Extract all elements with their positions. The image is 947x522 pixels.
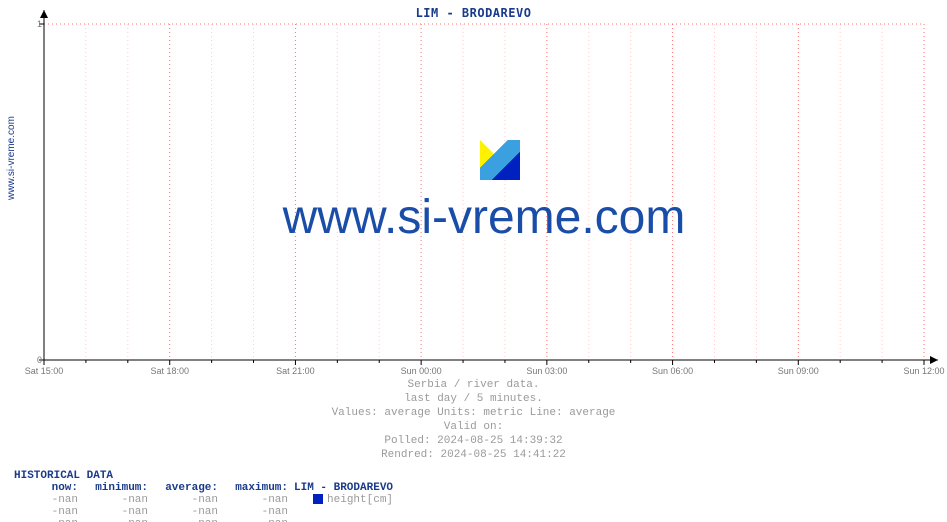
hist-col-header: minimum:: [84, 482, 154, 494]
meta-line: Polled: 2024-08-25 14:39:32: [0, 434, 947, 448]
chart-title: LIM - BRODAREVO: [0, 6, 947, 20]
historical-table: now:minimum:average:maximum: LIM - BRODA…: [14, 482, 399, 522]
hist-series-cell: [294, 518, 399, 522]
y-tick-label: 0: [37, 355, 42, 365]
meta-line: Rendred: 2024-08-25 14:41:22: [0, 448, 947, 462]
hist-col-header: maximum:: [224, 482, 294, 494]
hist-cell: -nan: [14, 518, 84, 522]
x-tick-label: Sun 09:00: [778, 366, 819, 376]
chart-plot: [44, 24, 944, 380]
x-tick-label: Sat 18:00: [150, 366, 189, 376]
hist-cell: -nan: [154, 494, 224, 506]
meta-line: Serbia / river data.: [0, 378, 947, 392]
y-tick-label: 1: [37, 19, 42, 29]
source-label: www.si-vreme.com: [6, 116, 17, 200]
watermark-logo: [480, 140, 520, 180]
series-marker-icon: [313, 494, 323, 504]
hist-cell: -nan: [14, 494, 84, 506]
x-tick-label: Sun 12:00: [903, 366, 944, 376]
hist-series-cell: height[cm]: [294, 494, 399, 506]
hist-cell: -nan: [224, 494, 294, 506]
hist-cell: -nan: [84, 494, 154, 506]
hist-cell: -nan: [84, 506, 154, 518]
meta-line: Valid on:: [0, 420, 947, 434]
hist-cell: -nan: [84, 518, 154, 522]
hist-cell: -nan: [154, 518, 224, 522]
meta-line: last day / 5 minutes.: [0, 392, 947, 406]
hist-series-cell: [294, 506, 399, 518]
chart-meta: Serbia / river data.last day / 5 minutes…: [0, 378, 947, 462]
hist-cell: -nan: [154, 506, 224, 518]
x-tick-label: Sun 03:00: [526, 366, 567, 376]
x-tick-label: Sun 00:00: [401, 366, 442, 376]
historical-title: HISTORICAL DATA: [14, 470, 399, 482]
x-tick-label: Sun 06:00: [652, 366, 693, 376]
hist-col-header: average:: [154, 482, 224, 494]
x-tick-label: Sat 15:00: [25, 366, 64, 376]
hist-series-header: LIM - BRODAREVO: [294, 482, 399, 494]
hist-cell: -nan: [14, 506, 84, 518]
hist-cell: -nan: [224, 506, 294, 518]
x-tick-label: Sat 21:00: [276, 366, 315, 376]
meta-line: Values: average Units: metric Line: aver…: [0, 406, 947, 420]
hist-col-header: now:: [14, 482, 84, 494]
historical-data-block: HISTORICAL DATA now:minimum:average:maxi…: [14, 470, 399, 522]
hist-cell: -nan: [224, 518, 294, 522]
